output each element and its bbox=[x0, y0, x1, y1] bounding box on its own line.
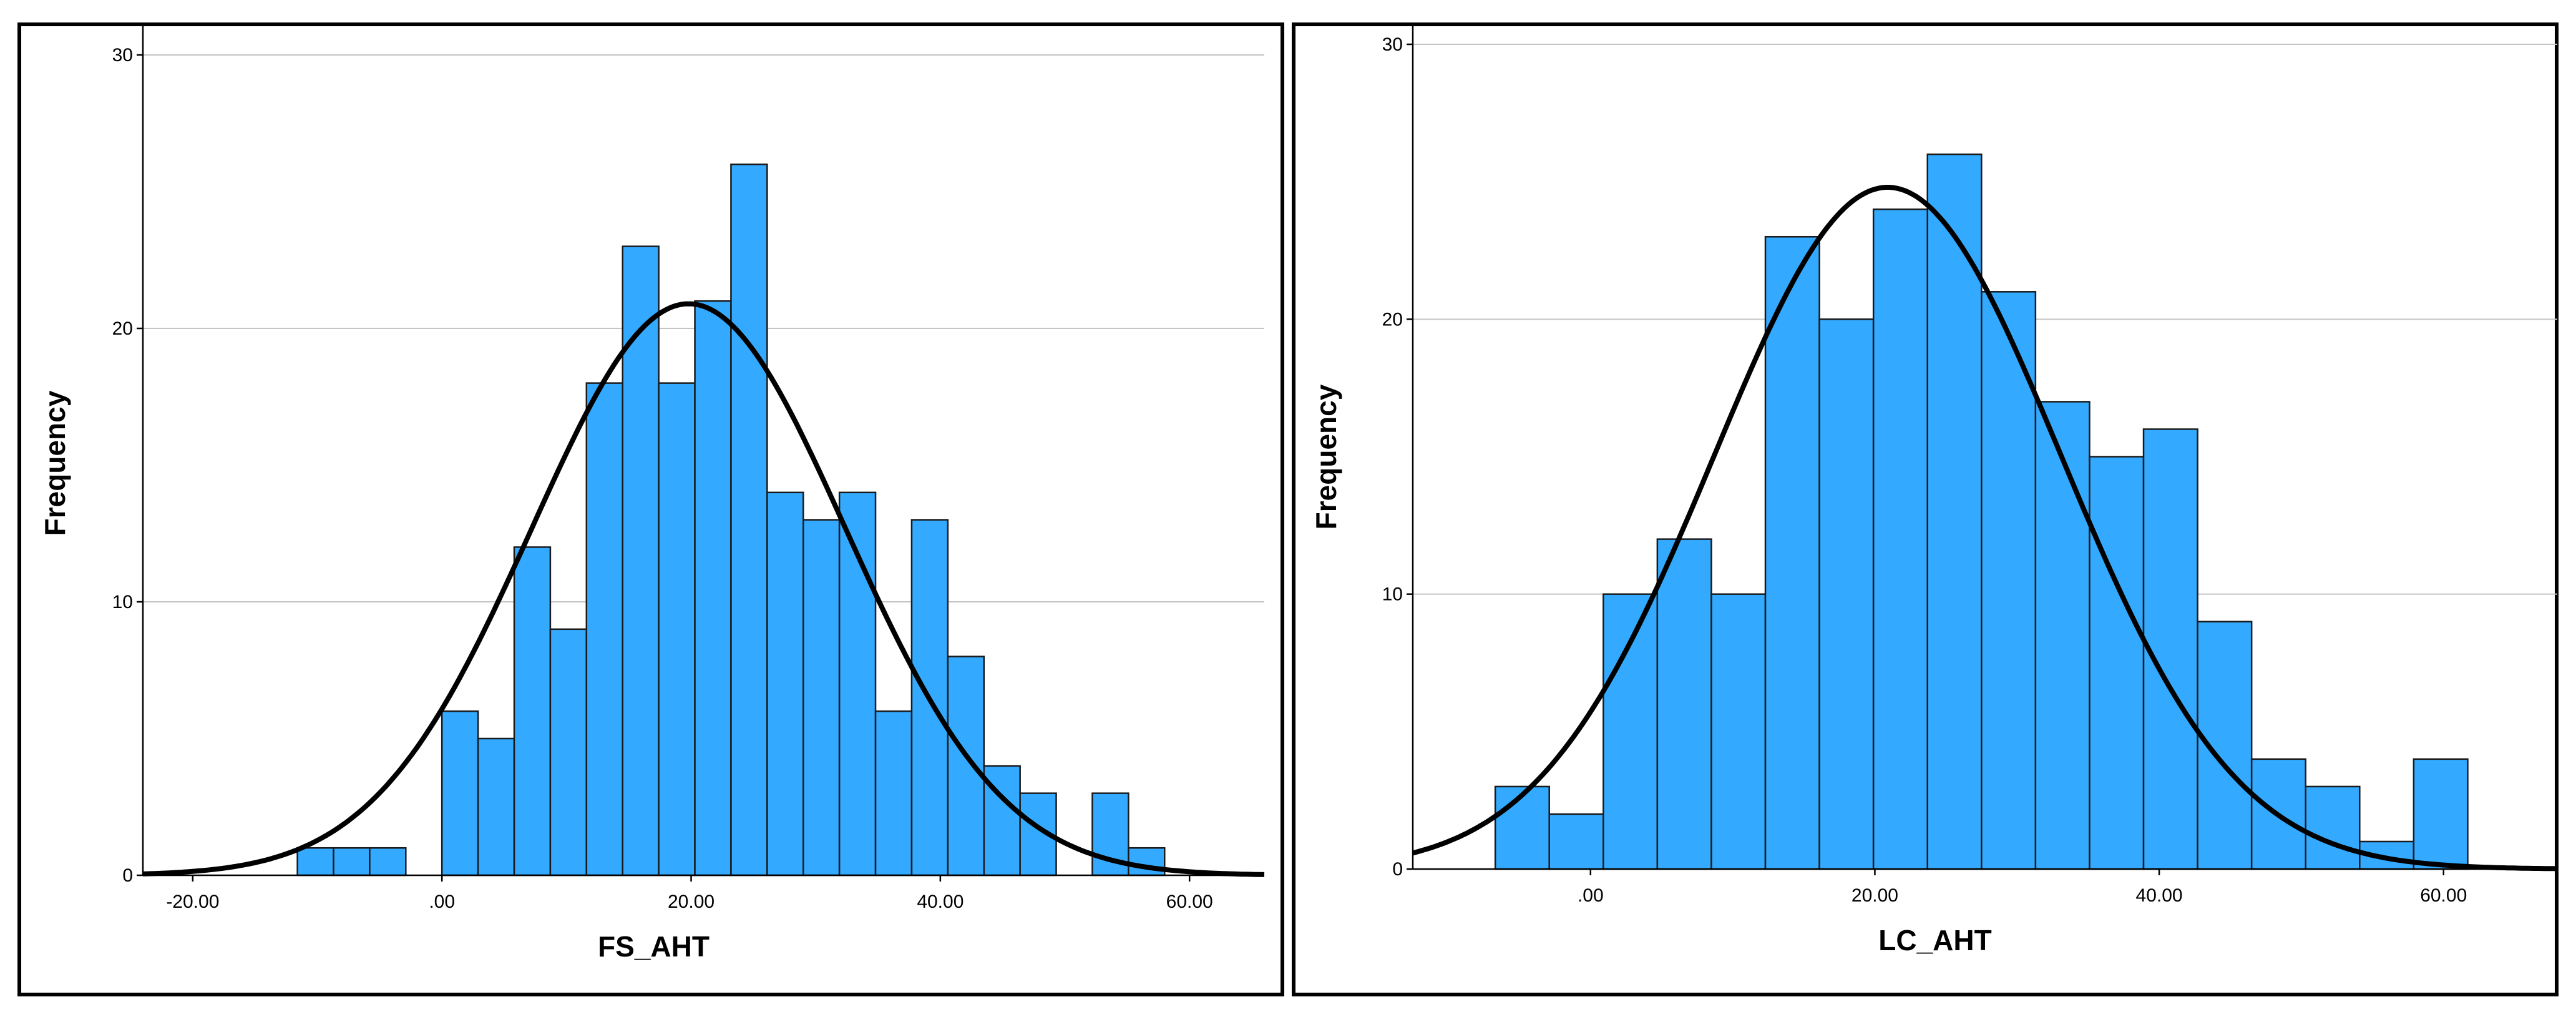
histogram-bar bbox=[1603, 593, 1659, 870]
histogram-bar bbox=[549, 628, 588, 877]
histogram-bar bbox=[2089, 456, 2145, 870]
histogram-bar bbox=[622, 245, 660, 877]
x-tick-label: -20.00 bbox=[166, 892, 219, 912]
histogram-bar bbox=[585, 382, 623, 877]
y-tick-label: 20 bbox=[1382, 309, 1403, 330]
histogram-bar bbox=[369, 847, 407, 877]
histogram-bar bbox=[296, 847, 334, 877]
x-tick-label: .00 bbox=[1578, 885, 1604, 906]
x-tick-label: .00 bbox=[429, 892, 455, 912]
histogram-bar bbox=[441, 710, 479, 877]
histogram-bar bbox=[1981, 291, 2037, 870]
histogram-bar bbox=[333, 847, 371, 877]
histogram-bar bbox=[1764, 235, 1820, 870]
y-axis-title: Frequency bbox=[39, 390, 71, 536]
x-axis-title: LC_AHT bbox=[1878, 924, 1991, 956]
y-tick-label: 0 bbox=[1392, 859, 1403, 880]
y-axis-title: Frequency bbox=[1310, 384, 1342, 529]
histogram-bar bbox=[947, 656, 985, 877]
y-tick-label: 30 bbox=[1382, 34, 1403, 55]
histogram-fs-aht: 0 10 20 30 -20.00 .00 20.00 40.00 60.00 FS_AHT Fre… bbox=[39, 26, 1265, 963]
histogram-bar bbox=[694, 300, 732, 877]
normal-curve bbox=[142, 301, 1265, 877]
histogram-bar bbox=[1872, 208, 1928, 870]
normal-curve bbox=[1412, 185, 2558, 872]
histogram-panel-fs-aht: 0 10 20 30 -20.00 .00 20.00 40.00 60.00 FS_AHT Fre… bbox=[17, 22, 1284, 996]
histogram-bar bbox=[658, 382, 696, 877]
y-tick-label: 30 bbox=[112, 45, 133, 66]
x-tick-label: 60.00 bbox=[2420, 885, 2467, 906]
histogram-bar bbox=[2413, 758, 2469, 870]
histogram-bar bbox=[1818, 318, 1875, 870]
histogram-panel-lc-aht: 0 10 20 30 .00 20.00 40.00 60.00 LC_AHT Frequency bbox=[1292, 22, 2559, 996]
y-tick-label: 20 bbox=[112, 318, 133, 339]
x-tick-label: 40.00 bbox=[917, 892, 964, 912]
histogram-bar bbox=[1494, 785, 1550, 870]
histogram-bar bbox=[874, 710, 913, 877]
x-tick-label: 60.00 bbox=[1166, 892, 1213, 912]
x-tick-label: 20.00 bbox=[1852, 885, 1898, 906]
histogram-bar bbox=[477, 737, 515, 877]
x-axis-title: FS_AHT bbox=[598, 930, 710, 963]
histogram-bar bbox=[2142, 428, 2198, 870]
histogram-bar bbox=[2034, 401, 2091, 870]
histogram-bar bbox=[2305, 785, 2361, 870]
histogram-bar bbox=[1710, 593, 1767, 870]
y-tick-label: 0 bbox=[122, 865, 133, 886]
histogram-lc-aht: 0 10 20 30 .00 20.00 40.00 60.00 LC_AHT Frequency bbox=[1310, 26, 2558, 956]
x-tick-label: 40.00 bbox=[2136, 885, 2183, 906]
y-tick-label: 10 bbox=[1382, 584, 1403, 605]
histogram-bar bbox=[513, 546, 552, 877]
histogram-bar bbox=[766, 491, 804, 877]
histogram-bar bbox=[1656, 538, 1712, 870]
histogram-bar bbox=[730, 163, 768, 877]
x-tick-label: 20.00 bbox=[668, 892, 715, 912]
histogram-bar bbox=[802, 519, 841, 877]
y-tick-label: 10 bbox=[112, 592, 133, 612]
histogram-bar bbox=[1548, 813, 1604, 870]
